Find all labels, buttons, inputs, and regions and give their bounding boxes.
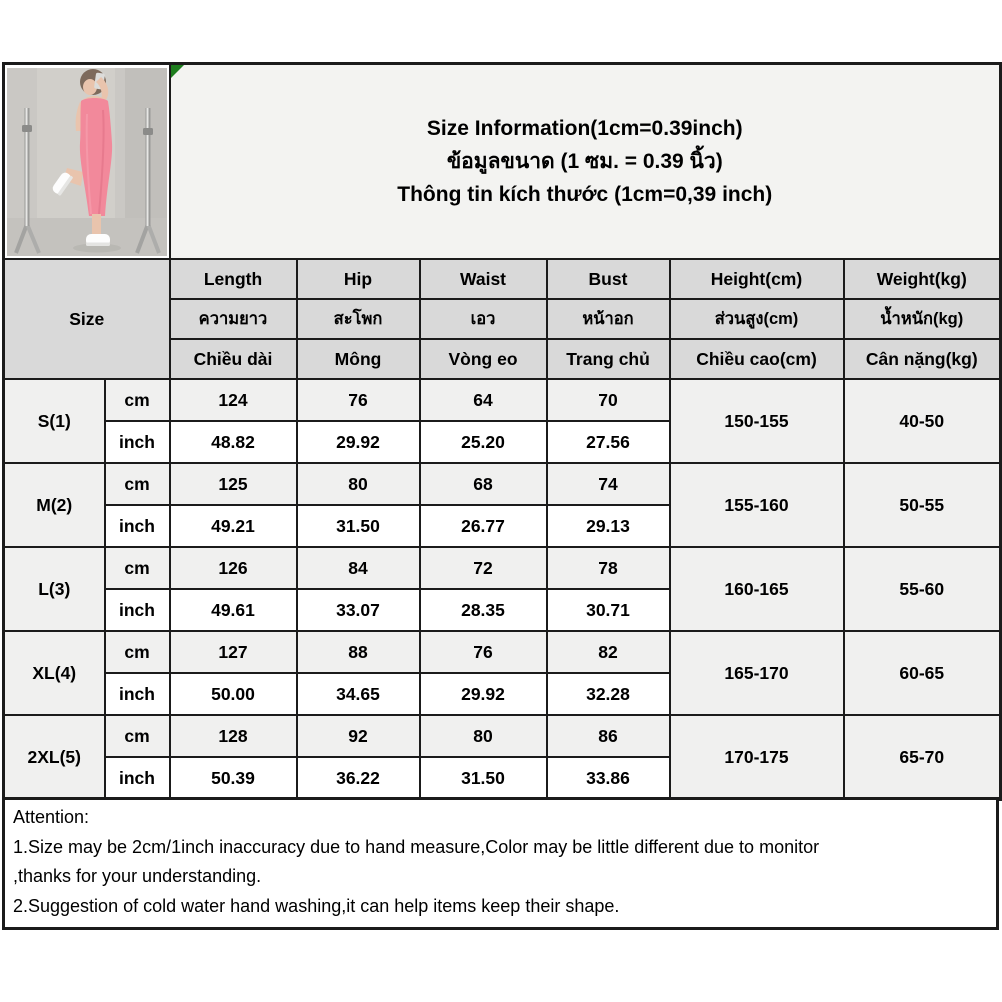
data-cell: 125 bbox=[168, 462, 298, 506]
data-cell: 25.20 bbox=[418, 420, 548, 464]
data-cell: 124 bbox=[168, 378, 298, 422]
col-header-bust-vi: Trang chủ bbox=[545, 338, 671, 380]
data-cell: 80 bbox=[418, 714, 548, 758]
title-line-en: Size Information(1cm=0.39inch) bbox=[426, 117, 743, 140]
data-cell: 48.82 bbox=[168, 420, 298, 464]
row-size-label: M(2) bbox=[2, 462, 106, 548]
weight-range-cell: 60-65 bbox=[842, 630, 1002, 716]
unit-label-inch: inch bbox=[103, 756, 171, 801]
col-header-length-en: Length bbox=[168, 258, 298, 300]
col-header-bust-th: หน้าอก bbox=[545, 298, 671, 340]
data-cell: 31.50 bbox=[418, 756, 548, 801]
col-header-waist-en: Waist bbox=[418, 258, 548, 300]
data-cell: 50.39 bbox=[168, 756, 298, 801]
row-size-label: L(3) bbox=[2, 546, 106, 632]
size-header: Size bbox=[2, 258, 171, 380]
title-line-vi: Thông tin kích thước (1cm=0,39 inch) bbox=[397, 183, 773, 206]
size-table: Size Information(1cm=0.39inch) ข้อมูลขนา… bbox=[2, 62, 1002, 801]
data-cell: 128 bbox=[168, 714, 298, 758]
data-cell: 50.00 bbox=[168, 672, 298, 716]
data-cell: 92 bbox=[295, 714, 421, 758]
data-cell: 78 bbox=[545, 546, 671, 590]
attention-line-1: 1.Size may be 2cm/1inch inaccuracy due t… bbox=[13, 836, 820, 857]
data-cell: 86 bbox=[545, 714, 671, 758]
data-cell: 82 bbox=[545, 630, 671, 674]
data-cell: 68 bbox=[418, 462, 548, 506]
data-cell: 29.92 bbox=[295, 420, 421, 464]
col-header-hip-vi: Mông bbox=[295, 338, 421, 380]
data-cell: 32.28 bbox=[545, 672, 671, 716]
col-header-height-vi: Chiều cao(cm) bbox=[668, 338, 845, 380]
data-cell: 126 bbox=[168, 546, 298, 590]
title-line-th: ข้อมูลขนาด (1 ซม. = 0.39 นิ้ว) bbox=[446, 150, 723, 173]
data-cell: 76 bbox=[418, 630, 548, 674]
data-cell: 28.35 bbox=[418, 588, 548, 632]
unit-label-cm: cm bbox=[103, 378, 171, 422]
col-header-hip-th: สะโพก bbox=[295, 298, 421, 340]
unit-label-inch: inch bbox=[103, 420, 171, 464]
row-size-label: XL(4) bbox=[2, 630, 106, 716]
data-cell: 29.92 bbox=[418, 672, 548, 716]
corner-marker-icon bbox=[171, 65, 184, 78]
row-size-label: 2XL(5) bbox=[2, 714, 106, 801]
col-header-waist-th: เอว bbox=[418, 298, 548, 340]
data-cell: 127 bbox=[168, 630, 298, 674]
unit-label-cm: cm bbox=[103, 714, 171, 758]
unit-label-inch: inch bbox=[103, 672, 171, 716]
size-info-title: Size Information(1cm=0.39inch) ข้อมูลขนา… bbox=[168, 62, 1002, 260]
attention-line-3: 2.Suggestion of cold water hand washing,… bbox=[13, 895, 620, 916]
unit-label-cm: cm bbox=[103, 462, 171, 506]
data-cell: 72 bbox=[418, 546, 548, 590]
product-photo bbox=[2, 62, 171, 260]
attention-line-2: ,thanks for your understanding. bbox=[13, 866, 262, 886]
weight-range-cell: 65-70 bbox=[842, 714, 1002, 801]
data-cell: 34.65 bbox=[295, 672, 421, 716]
data-cell: 26.77 bbox=[418, 504, 548, 548]
weight-range-cell: 50-55 bbox=[842, 462, 1002, 548]
height-range-cell: 160-165 bbox=[668, 546, 845, 632]
weight-range-cell: 55-60 bbox=[842, 546, 1002, 632]
product-photo-image bbox=[6, 68, 167, 256]
unit-label-inch: inch bbox=[103, 504, 171, 548]
height-range-cell: 165-170 bbox=[668, 630, 845, 716]
data-cell: 36.22 bbox=[295, 756, 421, 801]
data-cell: 84 bbox=[295, 546, 421, 590]
unit-label-cm: cm bbox=[103, 630, 171, 674]
unit-label-cm: cm bbox=[103, 546, 171, 590]
col-header-weight-vi: Cân nặng(kg) bbox=[842, 338, 1002, 380]
attention-heading: Attention: bbox=[13, 807, 90, 827]
height-range-cell: 155-160 bbox=[668, 462, 845, 548]
weight-range-cell: 40-50 bbox=[842, 378, 1002, 464]
data-cell: 31.50 bbox=[295, 504, 421, 548]
data-cell: 29.13 bbox=[545, 504, 671, 548]
data-cell: 27.56 bbox=[545, 420, 671, 464]
data-cell: 76 bbox=[295, 378, 421, 422]
data-cell: 30.71 bbox=[545, 588, 671, 632]
data-cell: 70 bbox=[545, 378, 671, 422]
data-cell: 80 bbox=[295, 462, 421, 506]
data-cell: 49.21 bbox=[168, 504, 298, 548]
height-range-cell: 170-175 bbox=[668, 714, 845, 801]
unit-label-inch: inch bbox=[103, 588, 171, 632]
row-size-label: S(1) bbox=[2, 378, 106, 464]
data-cell: 74 bbox=[545, 462, 671, 506]
data-cell: 33.07 bbox=[295, 588, 421, 632]
height-range-cell: 150-155 bbox=[668, 378, 845, 464]
col-header-height-en: Height(cm) bbox=[668, 258, 845, 300]
data-cell: 88 bbox=[295, 630, 421, 674]
data-cell: 33.86 bbox=[545, 756, 671, 801]
col-header-bust-en: Bust bbox=[545, 258, 671, 300]
data-cell: 49.61 bbox=[168, 588, 298, 632]
col-header-length-th: ความยาว bbox=[168, 298, 298, 340]
col-header-waist-vi: Vòng eo bbox=[418, 338, 548, 380]
attention-note: Attention: 1.Size may be 2cm/1inch inacc… bbox=[2, 797, 999, 930]
col-header-weight-th: น้ำหนัก(kg) bbox=[842, 298, 1002, 340]
data-cell: 64 bbox=[418, 378, 548, 422]
col-header-length-vi: Chiều dài bbox=[168, 338, 298, 380]
col-header-hip-en: Hip bbox=[295, 258, 421, 300]
col-header-height-th: ส่วนสูง(cm) bbox=[668, 298, 845, 340]
col-header-weight-en: Weight(kg) bbox=[842, 258, 1002, 300]
